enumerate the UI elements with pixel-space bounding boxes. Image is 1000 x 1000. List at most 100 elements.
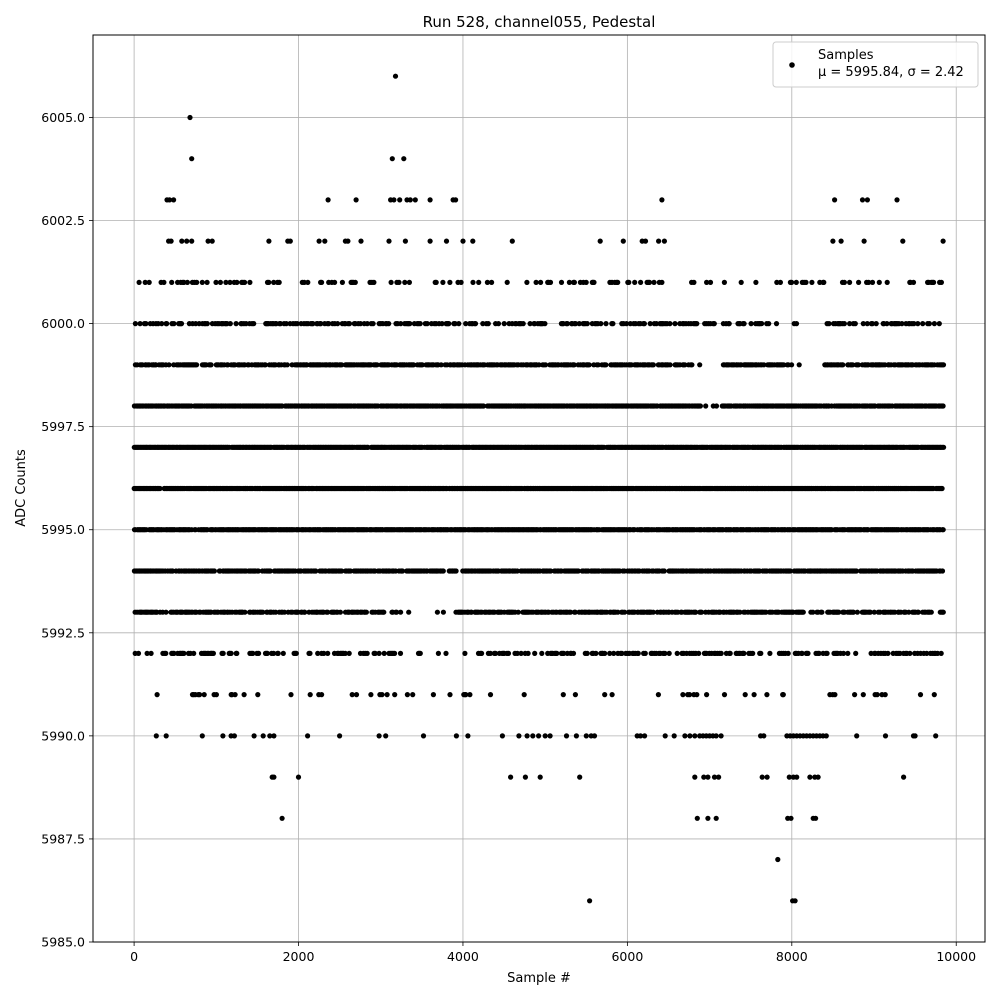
data-point	[398, 321, 404, 327]
data-point	[357, 321, 364, 327]
data-point	[667, 321, 673, 327]
data-point	[492, 650, 499, 657]
data-point	[626, 279, 632, 285]
data-point	[184, 279, 190, 285]
data-point	[623, 321, 630, 327]
data-point	[940, 527, 946, 533]
data-point	[480, 403, 487, 409]
data-point	[339, 568, 345, 574]
data-point	[136, 279, 142, 285]
data-point	[181, 650, 187, 657]
data-point	[741, 321, 747, 327]
data-point	[458, 279, 464, 285]
data-point	[273, 609, 279, 615]
data-point	[397, 650, 404, 657]
data-point	[598, 321, 604, 327]
data-point	[641, 321, 648, 327]
data-point	[374, 362, 380, 368]
points-layer	[131, 73, 947, 904]
data-point	[520, 321, 526, 327]
data-point	[931, 321, 938, 327]
data-point	[191, 650, 197, 657]
data-point	[250, 650, 256, 657]
data-point	[227, 321, 233, 327]
data-point	[163, 650, 169, 657]
data-point	[651, 279, 657, 285]
data-point	[267, 568, 273, 574]
data-point	[319, 279, 325, 285]
data-point	[146, 279, 152, 285]
data-point	[310, 321, 316, 327]
data-point	[148, 650, 154, 657]
data-point	[315, 650, 321, 657]
data-point	[622, 609, 628, 615]
data-point	[869, 321, 876, 327]
data-point	[638, 279, 644, 285]
data-point	[856, 279, 862, 285]
data-point	[603, 321, 609, 327]
data-point	[372, 650, 378, 657]
data-point	[480, 321, 486, 327]
data-point	[777, 279, 784, 285]
data-point	[826, 321, 832, 327]
data-point	[337, 609, 343, 615]
data-point	[650, 609, 656, 615]
data-point	[332, 279, 338, 285]
data-point	[536, 362, 542, 368]
data-point	[342, 650, 348, 657]
data-point	[325, 650, 331, 657]
data-point	[398, 609, 404, 615]
data-point	[632, 279, 638, 285]
data-point	[774, 279, 780, 285]
data-point	[169, 279, 175, 285]
data-point	[256, 650, 262, 657]
data-point	[646, 279, 653, 285]
data-point	[163, 609, 169, 615]
data-point	[234, 650, 240, 657]
data-point	[277, 321, 284, 327]
data-point	[707, 279, 714, 285]
data-point	[873, 321, 879, 327]
data-point	[472, 321, 479, 327]
data-point	[571, 362, 577, 368]
data-point	[836, 609, 842, 615]
data-point	[542, 321, 548, 327]
data-point	[586, 362, 592, 368]
data-point	[697, 403, 704, 409]
data-point	[293, 650, 299, 657]
data-point	[386, 321, 392, 327]
data-point	[793, 279, 799, 285]
data-point	[810, 609, 816, 615]
data-point	[514, 650, 520, 657]
data-point	[936, 321, 942, 327]
data-point	[539, 650, 545, 657]
data-point	[703, 403, 709, 409]
data-point	[847, 321, 853, 327]
data-point	[271, 279, 277, 285]
data-point	[302, 609, 308, 615]
data-point	[672, 321, 678, 327]
data-point	[941, 444, 947, 450]
data-point	[591, 279, 597, 285]
data-point	[796, 362, 802, 368]
data-point	[281, 609, 288, 615]
data-point	[571, 279, 578, 285]
data-point	[159, 321, 165, 327]
data-point	[453, 568, 459, 574]
data-point	[615, 279, 621, 285]
data-point	[793, 321, 800, 327]
data-point	[346, 321, 353, 327]
data-point	[650, 362, 657, 368]
data-point	[171, 321, 177, 327]
data-point	[713, 403, 720, 409]
data-point	[524, 279, 530, 285]
data-point	[381, 650, 387, 657]
data-point	[171, 650, 177, 657]
data-point	[463, 321, 469, 327]
data-point	[910, 279, 917, 285]
data-point	[335, 321, 341, 327]
data-point	[213, 279, 219, 285]
data-point	[691, 279, 697, 285]
data-point	[855, 362, 862, 368]
data-point	[462, 650, 468, 657]
